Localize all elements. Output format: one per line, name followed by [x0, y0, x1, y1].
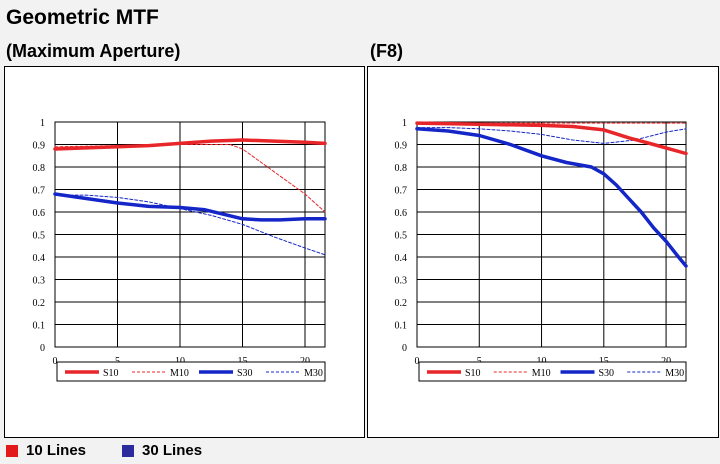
- footer-legend: 10 Lines 30 Lines: [6, 442, 238, 459]
- y-tick-label: 0.3: [33, 276, 46, 287]
- legend-label-m10: M10: [532, 368, 551, 379]
- legend-box: [56, 361, 326, 382]
- chart-1-subtitle: (Maximum Aperture): [6, 41, 181, 61]
- chart-panel-max-aperture: 00.10.20.30.40.50.60.70.80.9105101520S10…: [4, 66, 365, 438]
- chart-2-subtitle: (F8): [370, 41, 403, 61]
- legend-label-m30: M30: [304, 368, 323, 379]
- legend-label-m30: M30: [665, 368, 684, 379]
- legend-label-s10: S10: [465, 368, 481, 379]
- y-tick-label: 0.1: [395, 321, 408, 332]
- page-title: Geometric MTF: [6, 6, 159, 29]
- series-line-m30: [54, 194, 326, 256]
- plot-area-border: [416, 121, 687, 348]
- y-tick-label: 0: [40, 343, 45, 354]
- y-tick-label: 0.4: [395, 253, 408, 264]
- y-tick-label: 0.9: [33, 141, 46, 152]
- legend-label-s30: S30: [237, 368, 253, 379]
- legend-label-s30: S30: [599, 368, 615, 379]
- y-tick-label: 0.6: [395, 208, 408, 219]
- y-tick-label: 0.7: [33, 186, 46, 197]
- footer-item-10-lines: 10 Lines: [6, 442, 86, 459]
- x-tick-label: 0: [415, 356, 420, 367]
- y-tick-label: 1: [40, 118, 45, 129]
- y-tick-label: 0.2: [395, 298, 408, 309]
- series-line-s10: [415, 121, 688, 156]
- series-line-m30: [416, 127, 687, 144]
- red-swatch-icon: [6, 444, 18, 457]
- legend-label-s10: S10: [103, 368, 119, 379]
- plot-area-border: [54, 121, 326, 348]
- chart-panel-f8: 00.10.20.30.40.50.60.70.80.9105101520S10…: [367, 66, 719, 438]
- y-tick-label: 0.5: [395, 231, 408, 242]
- y-tick-label: 0.5: [33, 231, 46, 242]
- y-tick-label: 0.2: [33, 298, 46, 309]
- y-tick-label: 0.6: [33, 208, 46, 219]
- y-tick-label: 0.8: [33, 163, 46, 174]
- series-line-s10: [53, 138, 327, 151]
- series-line-s30: [53, 192, 327, 222]
- y-tick-label: 0.8: [395, 163, 408, 174]
- mtf-chart-f8: 00.10.20.30.40.50.60.70.80.9105101520S10…: [395, 118, 688, 382]
- y-tick-label: 0.3: [395, 276, 408, 287]
- y-tick-label: 0.4: [33, 253, 46, 264]
- x-tick-label: 0: [53, 356, 58, 367]
- legend-box: [418, 361, 687, 382]
- y-tick-label: 0.9: [395, 141, 408, 152]
- series-line-s30: [415, 127, 688, 268]
- footer-label-10-lines: 10 Lines: [26, 442, 87, 459]
- y-tick-label: 0.7: [395, 186, 408, 197]
- y-tick-label: 0.1: [33, 321, 46, 332]
- mtf-chart-max-aperture: 00.10.20.30.40.50.60.70.80.9105101520S10…: [33, 118, 327, 382]
- y-tick-label: 0: [402, 343, 407, 354]
- blue-swatch-icon: [122, 444, 135, 457]
- footer-label-30-lines: 30 Lines: [142, 442, 203, 459]
- y-tick-label: 1: [402, 118, 407, 129]
- series-line-m10: [54, 144, 326, 213]
- footer-item-30-lines: 30 Lines: [122, 442, 202, 459]
- legend-label-m10: M10: [170, 368, 189, 379]
